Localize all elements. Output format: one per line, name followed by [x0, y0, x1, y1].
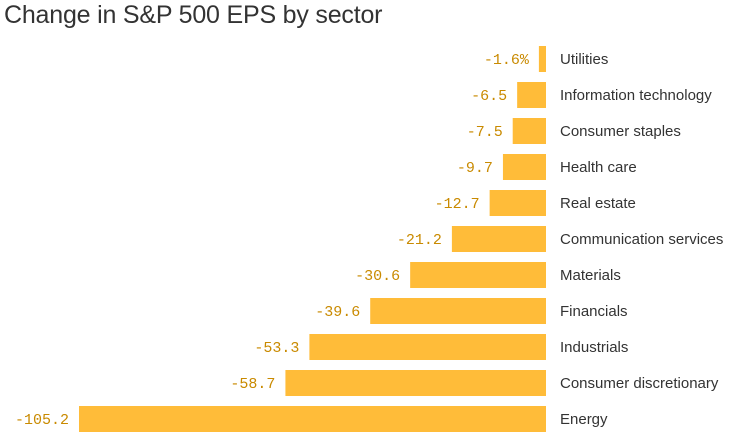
bar-real-estate	[489, 190, 546, 216]
category-label: Communication services	[560, 231, 723, 248]
value-label: -6.5	[471, 88, 507, 105]
category-label: Information technology	[560, 87, 712, 104]
value-label: -39.6	[315, 304, 360, 321]
bar-financials	[370, 298, 546, 324]
value-label: -53.3	[254, 340, 299, 357]
chart-title: Change in S&P 500 EPS by sector	[4, 1, 383, 29]
bar-energy	[79, 406, 546, 432]
category-label: Utilities	[560, 51, 608, 68]
category-label: Health care	[560, 159, 637, 176]
value-label: -12.7	[435, 196, 480, 213]
value-label: -7.5	[467, 124, 503, 141]
category-label: Consumer staples	[560, 123, 681, 140]
value-label: -105.2	[15, 412, 69, 429]
bar-information-technology	[517, 82, 546, 108]
category-label: Real estate	[560, 195, 636, 212]
bar-industrials	[309, 334, 546, 360]
category-label: Consumer discretionary	[560, 375, 719, 392]
category-label: Financials	[560, 303, 628, 320]
value-label: -1.6%	[484, 52, 530, 69]
value-label: -9.7	[457, 160, 493, 177]
bar-health-care	[502, 154, 546, 180]
category-label: Industrials	[560, 339, 628, 356]
category-label: Energy	[560, 411, 608, 428]
bar-consumer-staples	[512, 118, 546, 144]
value-label: -21.2	[397, 232, 442, 249]
bar-communication-services	[451, 226, 546, 252]
value-label: -58.7	[230, 376, 275, 393]
bar-materials	[410, 262, 546, 288]
bar-consumer-discretionary	[285, 370, 546, 396]
value-label: -30.6	[355, 268, 400, 285]
category-label: Materials	[560, 267, 621, 284]
bar-utilities	[538, 46, 546, 72]
